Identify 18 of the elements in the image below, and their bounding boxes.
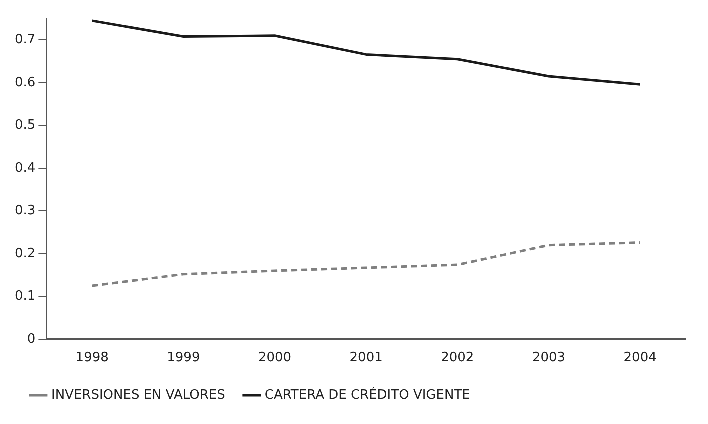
y-tick-label: 0.6 — [14, 75, 36, 90]
x-tick-label: 2002 — [441, 350, 474, 366]
x-tick-label: 1999 — [167, 350, 200, 366]
y-tick-label: 0.7 — [14, 32, 36, 48]
x-tick-label: 2001 — [350, 350, 383, 366]
line-series — [91, 242, 642, 288]
y-tick-label: 0.1 — [14, 289, 36, 304]
x-tick-label: 2000 — [258, 350, 292, 366]
x-tick-label: 2003 — [532, 350, 566, 366]
y-tick-label: 0.3 — [14, 204, 36, 219]
x-tick-label: 2004 — [624, 350, 657, 366]
legend-label: CARTERA DE CRÉDITO VIGENTE — [264, 386, 470, 403]
y-tick-label: 0.5 — [14, 118, 36, 134]
y-tick-label: 0.4 — [14, 160, 36, 176]
legend-label: INVERSIONES EN VALORES — [52, 388, 226, 403]
y-tick-label: 0 — [27, 332, 36, 347]
x-tick-label: 1998 — [76, 350, 109, 366]
y-tick-label: 0.2 — [14, 246, 36, 262]
